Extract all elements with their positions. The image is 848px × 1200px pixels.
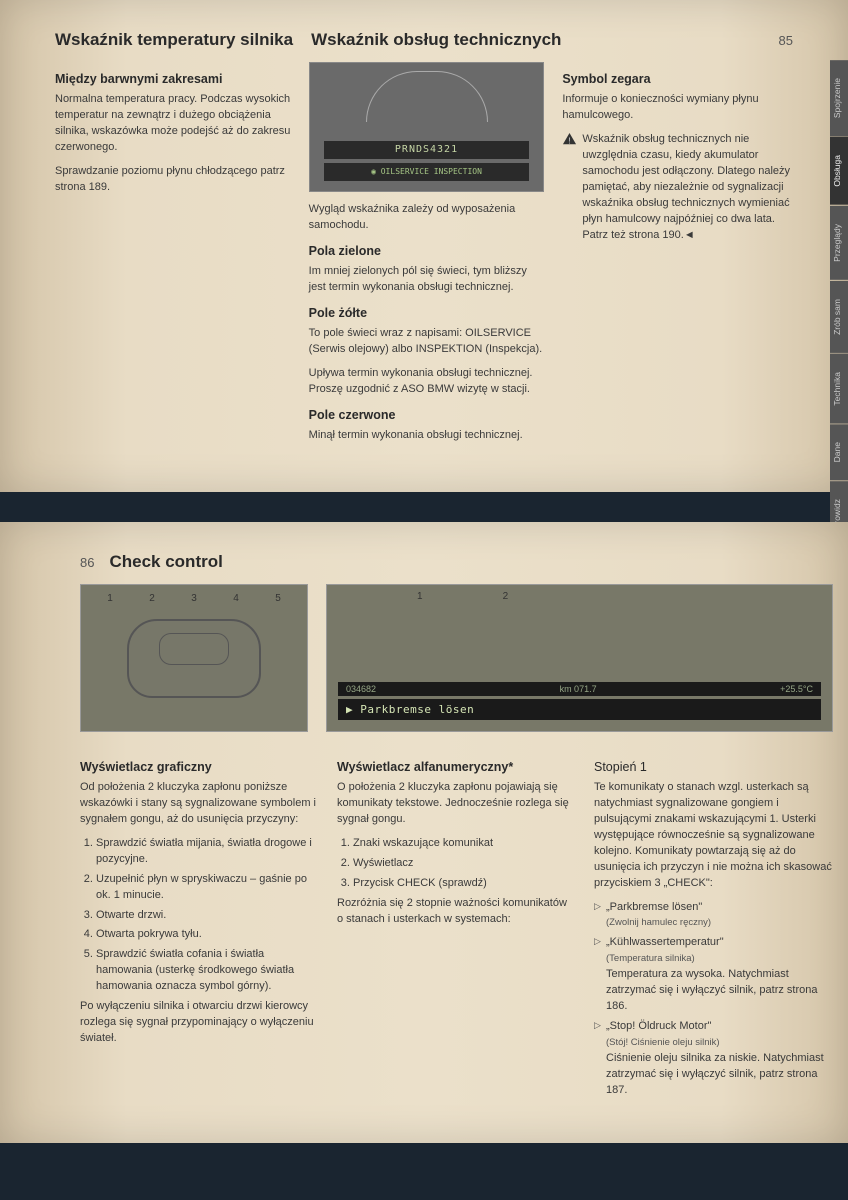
num-r2: 2 [503, 591, 509, 602]
column-1-86: Wyświetlacz graficzny Od położenia 2 klu… [80, 750, 319, 1103]
para-brake-fluid: Informuje o konieczności wymiany płynu h… [562, 92, 798, 124]
page-number: 85 [779, 33, 793, 48]
para-two-levels: Rozróżnia się 2 stopnie ważności komunik… [337, 896, 576, 928]
column-3: Symbol zegara Informuje o konieczności w… [562, 62, 823, 452]
msg-oeldruck: „Stop! Öldruck Motor" (Stój! Ciśnienie o… [594, 1019, 833, 1099]
subhead-graphic-display: Wyświetlacz graficzny [80, 758, 319, 776]
tab-zrobsam: Zrób sam [830, 281, 848, 353]
msg-kuhlwasser-text: Temperatura za wysoka. Natychmiast zatrz… [606, 968, 818, 1012]
graphic-list: Sprawdzić światła mijania, światła drogo… [80, 836, 319, 995]
li-check-button: Przycisk CHECK (sprawdź) [353, 876, 576, 892]
para-key-position: Od położenia 2 kluczyka zapłonu poniższe… [80, 780, 319, 828]
odometer: 034682 [346, 684, 376, 694]
msg-parkbremse-title: „Parkbremse lösen" [606, 901, 702, 913]
car-outline-icon [127, 619, 261, 698]
num-5: 5 [275, 593, 281, 604]
lcd-service-display: ◉ OILSERVICE INSPECTION [324, 163, 530, 181]
msg-oeldruck-title: „Stop! Öldruck Motor" [606, 1020, 711, 1032]
manual-page-86: 86 Check control 1 2 3 4 5 1 2 034682 km… [0, 522, 848, 1143]
li-display: Wyświetlacz [353, 856, 576, 872]
li-lights: Sprawdzić światła mijania, światła drogo… [96, 836, 319, 868]
para-yellow-b: Upływa termin wykonania obsługi technicz… [309, 366, 545, 398]
column-2: PRNDS4321 ◉ OILSERVICE INSPECTION Wygląd… [309, 62, 545, 452]
msg-parkbremse: „Parkbremse lösen" (Zwolnij hamulec ręcz… [594, 900, 833, 932]
msg-oeldruck-text: Ciśnienie oleju silnika za niskie. Natyc… [606, 1052, 824, 1096]
subhead-between-ranges: Między barwnymi zakresami [55, 70, 291, 88]
li-washer: Uzupełnić płyn w spryskiwaczu – gaśnie p… [96, 872, 319, 904]
diagram-numbers-left: 1 2 3 4 5 [89, 593, 299, 604]
tab-spojrzenie: Spojrzenie [830, 60, 848, 136]
dashboard-display-image: PRNDS4321 ◉ OILSERVICE INSPECTION [309, 62, 545, 192]
msg-oeldruck-sub: (Stój! Ciśnienie oleju silnik) [606, 1037, 720, 1048]
graphic-display-diagram: 1 2 3 4 5 [80, 584, 308, 732]
column-2-86: Wyświetlacz alfanumeryczny* O położenia … [337, 750, 576, 1103]
page-header-86: 86 Check control [80, 552, 833, 572]
para-green: Im mniej zielonych pól się świeci, tym b… [309, 264, 545, 296]
content-columns: Między barwnymi zakresami Normalna tempe… [55, 62, 823, 452]
num-r1: 1 [417, 591, 423, 602]
content-columns-86: Wyświetlacz graficzny Od położenia 2 klu… [80, 750, 833, 1103]
msg-kuhlwasser: „Kühlwassertemperatur" (Temperatura siln… [594, 935, 833, 1015]
warning-box: ! Wskaźnik obsług technicznych nie uwzgl… [562, 132, 798, 244]
manual-page-85: Spojrzenie Obsługa Przeglądy Zrób sam Te… [0, 0, 848, 492]
page-header: Wskaźnik temperatury silnika Wskaźnik ob… [55, 30, 823, 50]
diagram-row: 1 2 3 4 5 1 2 034682 km 071.7 +25.5°C ▶ … [80, 584, 833, 732]
column-3-86: Stopień 1 Te komunikaty o stanach wzgl. … [594, 750, 833, 1103]
trip: km 071.7 [560, 684, 597, 694]
subhead-clock: Symbol zegara [562, 70, 798, 88]
para-level1-desc: Te komunikaty o stanach wzgl. usterkach … [594, 780, 833, 892]
side-tabs: Spojrzenie Obsługa Przeglądy Zrób sam Te… [830, 60, 848, 558]
cluster-info-row: 034682 km 071.7 +25.5°C [338, 682, 821, 696]
msg-parkbremse-sub: (Zwolnij hamulec ręczny) [606, 917, 711, 928]
cluster-message: ▶ Parkbremse lösen [338, 699, 821, 720]
column-1: Między barwnymi zakresami Normalna tempe… [55, 62, 291, 452]
para-normal-temp: Normalna temperatura pracy. Podczas wyso… [55, 92, 291, 156]
page-number-86: 86 [80, 555, 94, 570]
car-window [159, 633, 229, 665]
alpha-list: Znaki wskazujące komunikat Wyświetlacz P… [337, 836, 576, 892]
para-display-depends: Wygląd wskaźnika zależy od wyposażenia s… [309, 202, 545, 234]
tab-obsluga: Obsługa [830, 137, 848, 205]
para-coolant-check: Sprawdzanie poziomu płynu chłodzącego pa… [55, 164, 291, 196]
para-engine-off: Po wyłączeniu silnika i otwarciu drzwi k… [80, 999, 319, 1047]
temp: +25.5°C [780, 684, 813, 694]
lcd-gear-display: PRNDS4321 [324, 141, 530, 160]
title-temp: Wskaźnik temperatury silnika [55, 30, 293, 50]
svg-text:!: ! [569, 135, 571, 145]
title-service: Wskaźnik obsług technicznych [311, 30, 561, 50]
li-trunk: Otwarta pokrywa tyłu. [96, 927, 319, 943]
li-doors: Otwarte drzwi. [96, 908, 319, 924]
num-4: 4 [233, 593, 239, 604]
subhead-red: Pole czerwone [309, 406, 545, 424]
tab-technika: Technika [830, 354, 848, 424]
tab-przeglady: Przeglądy [830, 206, 848, 280]
warning-text: Wskaźnik obsług technicznych nie uwzględ… [582, 132, 798, 244]
alphanumeric-display-diagram: 1 2 034682 km 071.7 +25.5°C ▶ Parkbremse… [326, 584, 833, 732]
para-text-messages: O położenia 2 kluczyka zapłonu pojawiają… [337, 780, 576, 828]
subhead-alphanumeric: Wyświetlacz alfanumeryczny* [337, 758, 576, 776]
title-check-control: Check control [109, 552, 222, 572]
tab-dane: Dane [830, 424, 848, 480]
num-3: 3 [191, 593, 197, 604]
gauge-arc [366, 71, 488, 122]
subhead-green: Pola zielone [309, 242, 545, 260]
subhead-level1: Stopień 1 [594, 758, 833, 776]
li-indicators: Znaki wskazujące komunikat [353, 836, 576, 852]
para-red: Minął termin wykonania obsługi techniczn… [309, 428, 545, 444]
para-yellow-a: To pole świeci wraz z napisami: OILSERVI… [309, 326, 545, 358]
msg-kuhlwasser-title: „Kühlwassertemperatur" [606, 936, 724, 948]
num-2: 2 [149, 593, 155, 604]
num-1: 1 [107, 593, 113, 604]
warning-triangle-icon: ! [562, 132, 577, 145]
li-reverse-lights: Sprawdzić światła cofania i światła hamo… [96, 947, 319, 995]
subhead-yellow: Pole żółte [309, 304, 545, 322]
msg-kuhlwasser-sub: (Temperatura silnika) [606, 953, 695, 964]
diagram-numbers-right: 1 2 [417, 591, 508, 602]
